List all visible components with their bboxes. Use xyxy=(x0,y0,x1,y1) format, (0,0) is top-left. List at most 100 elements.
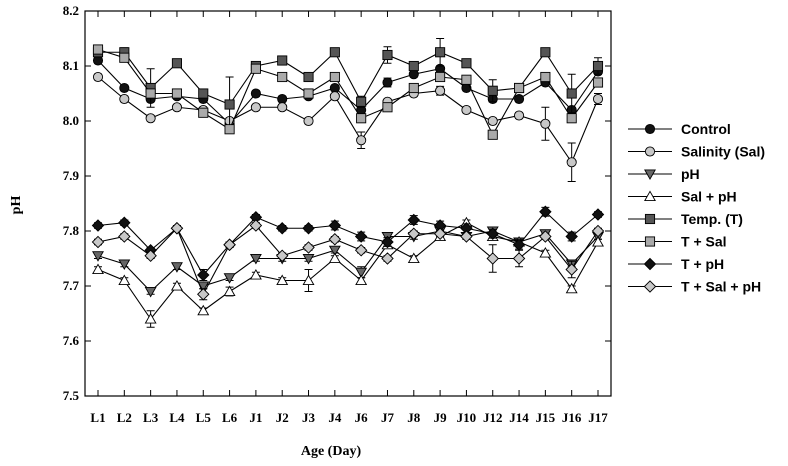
data-point xyxy=(249,219,263,232)
data-point xyxy=(328,233,342,246)
series-1 xyxy=(92,71,604,182)
legend-marker xyxy=(644,146,656,157)
data-point xyxy=(119,52,130,63)
data-point xyxy=(91,235,105,249)
x-tick-label: J15 xyxy=(536,410,556,425)
x-tick-label: L5 xyxy=(196,410,212,425)
data-point xyxy=(197,288,210,301)
data-point xyxy=(487,85,498,96)
data-point xyxy=(540,47,551,58)
series-7 xyxy=(91,219,605,301)
data-point xyxy=(540,71,551,83)
data-point xyxy=(512,252,526,265)
data-point xyxy=(487,129,498,140)
data-point xyxy=(514,93,525,105)
data-point xyxy=(487,115,498,127)
legend-entry: T + Sal xyxy=(628,234,727,250)
data-point xyxy=(91,219,105,232)
legend-label: Sal + pH xyxy=(681,189,737,205)
legend-entry: Temp. (T) xyxy=(628,211,743,227)
data-point xyxy=(565,263,578,276)
data-point xyxy=(198,88,209,99)
data-point xyxy=(408,60,419,72)
x-tick-label: J12 xyxy=(483,410,503,425)
data-point xyxy=(565,282,578,294)
x-tick-label: L6 xyxy=(222,410,238,425)
data-point xyxy=(592,93,604,105)
legend-entry: T + Sal + pH xyxy=(628,279,761,295)
data-point xyxy=(435,47,446,58)
data-point xyxy=(408,82,419,94)
data-point xyxy=(514,110,525,121)
legend-label: Control xyxy=(681,121,731,137)
axes xyxy=(84,10,612,397)
x-tick-label: L3 xyxy=(143,410,159,425)
series-5 xyxy=(92,44,604,140)
data-point xyxy=(355,274,368,286)
tick-labels: 7.5 7.6 7.7 7.8 7.9 8.0 8.1 8.2 L1 L2 L3 L4 L5 L6 J1 J2… xyxy=(63,3,609,425)
data-point xyxy=(433,227,447,240)
data-point xyxy=(197,268,210,282)
legend-label: pH xyxy=(681,166,700,182)
data-point xyxy=(92,251,104,262)
data-point xyxy=(435,85,446,96)
legend-label: T + Sal + pH xyxy=(681,279,761,295)
x-axis-title: Age (Day) xyxy=(301,444,362,459)
legend-label: Salinity (Sal) xyxy=(681,144,765,160)
x-tick-label: J4 xyxy=(328,410,342,425)
data-point xyxy=(302,253,315,265)
data-point xyxy=(144,249,157,262)
data-point xyxy=(382,102,393,113)
data-point xyxy=(328,252,341,264)
data-point xyxy=(275,222,289,235)
data-point xyxy=(355,267,368,279)
data-point xyxy=(329,91,340,102)
data-point xyxy=(302,241,315,254)
x-tick-label: L2 xyxy=(117,410,132,425)
data-point xyxy=(354,230,368,243)
data-point xyxy=(565,230,578,243)
data-point xyxy=(170,222,184,235)
data-point xyxy=(591,224,605,238)
legend-marker xyxy=(644,236,656,247)
data-point xyxy=(145,113,156,124)
data-point xyxy=(592,235,604,247)
data-point xyxy=(356,113,367,124)
data-point xyxy=(461,104,472,116)
data-point xyxy=(539,246,552,258)
data-point xyxy=(539,230,552,243)
data-point xyxy=(302,274,315,286)
data-point xyxy=(328,219,342,232)
data-point xyxy=(197,304,210,316)
data-point xyxy=(382,49,393,61)
data-point xyxy=(303,71,314,83)
data-point xyxy=(486,252,499,265)
data-point xyxy=(328,245,341,257)
data-point xyxy=(566,88,577,99)
y-tick-label: 7.5 xyxy=(63,388,80,403)
data-point xyxy=(250,63,261,74)
data-point xyxy=(250,88,261,99)
data-point xyxy=(275,249,289,262)
series-6 xyxy=(91,205,605,282)
data-point xyxy=(223,238,236,251)
data-point xyxy=(381,235,394,249)
x-tick-label: L1 xyxy=(90,410,105,425)
x-tick-label: J17 xyxy=(588,410,608,425)
data-point xyxy=(407,227,421,240)
data-point xyxy=(171,58,182,69)
legend-marker xyxy=(644,123,656,135)
data-point xyxy=(249,253,262,265)
data-point xyxy=(119,82,130,94)
data-point xyxy=(224,124,235,135)
data-point xyxy=(514,82,525,94)
data-point xyxy=(277,102,288,113)
legend-marker xyxy=(643,280,657,293)
data-point xyxy=(329,47,340,58)
data-point xyxy=(303,115,314,127)
data-point xyxy=(381,252,394,265)
data-point xyxy=(170,262,183,273)
plot-frame xyxy=(84,10,612,397)
legend-entry: T + pH xyxy=(628,256,724,272)
